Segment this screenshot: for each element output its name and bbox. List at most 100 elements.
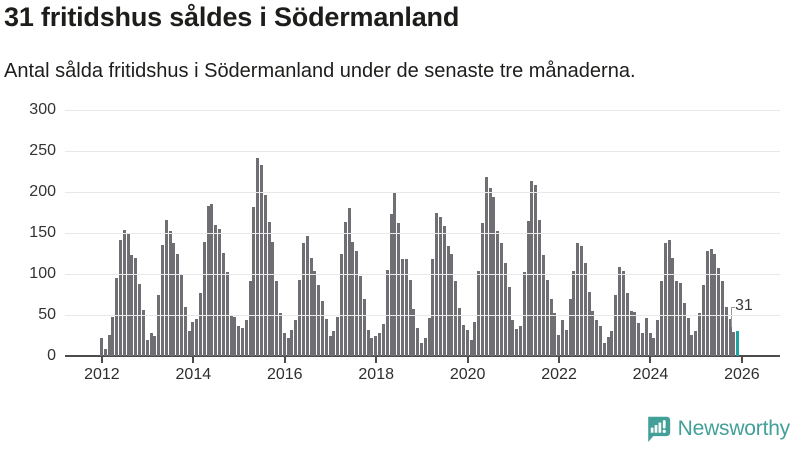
bar bbox=[279, 313, 283, 356]
x-axis-tick-label: 2026 bbox=[724, 366, 760, 383]
bar bbox=[138, 283, 142, 356]
bar bbox=[408, 279, 412, 356]
bar bbox=[374, 336, 378, 356]
bar bbox=[667, 240, 671, 356]
bar bbox=[195, 319, 199, 356]
bar bbox=[149, 333, 153, 356]
bar bbox=[214, 224, 218, 356]
bar bbox=[130, 255, 134, 356]
bar bbox=[244, 319, 248, 356]
bar bbox=[164, 219, 168, 356]
bar bbox=[694, 330, 698, 356]
bar bbox=[572, 270, 576, 356]
bar bbox=[267, 221, 271, 356]
y-axis-tick-label: 300 bbox=[29, 101, 56, 118]
bar bbox=[557, 334, 561, 356]
bar bbox=[294, 319, 298, 356]
annotation-leader-line bbox=[731, 307, 735, 308]
gridline bbox=[65, 232, 780, 234]
bar bbox=[656, 319, 660, 356]
bar bbox=[705, 251, 709, 356]
bar bbox=[416, 328, 420, 356]
bar-chart: 31 0 50 100 150 200 250 300 2012 2014 2016 2018 202… bbox=[0, 95, 800, 405]
bar bbox=[313, 270, 317, 356]
bar bbox=[637, 323, 641, 356]
bar bbox=[496, 231, 500, 356]
x-axis-tick-label: 2022 bbox=[541, 366, 577, 383]
bar bbox=[602, 342, 606, 356]
bar bbox=[431, 259, 435, 356]
x-axis-tick-label: 2012 bbox=[84, 366, 120, 383]
x-axis-tick bbox=[649, 357, 652, 363]
bar bbox=[503, 263, 507, 356]
bar bbox=[122, 229, 126, 356]
x-axis-tick bbox=[558, 357, 561, 363]
bar bbox=[549, 299, 553, 356]
newsworthy-logo-icon bbox=[647, 416, 670, 442]
bar bbox=[355, 251, 359, 356]
bar bbox=[511, 319, 515, 356]
bar bbox=[709, 249, 713, 356]
bar bbox=[446, 246, 450, 356]
bar bbox=[248, 281, 252, 356]
bar bbox=[587, 292, 591, 356]
bar bbox=[107, 334, 111, 356]
bar bbox=[286, 337, 290, 356]
bar bbox=[336, 316, 340, 356]
bar bbox=[614, 294, 618, 356]
bar bbox=[469, 339, 473, 356]
bar bbox=[713, 253, 717, 356]
bar bbox=[435, 212, 439, 356]
bar bbox=[183, 306, 187, 356]
y-axis-tick-label: 0 bbox=[47, 347, 56, 364]
bar bbox=[119, 240, 123, 356]
bar bbox=[690, 334, 694, 356]
bar bbox=[492, 196, 496, 356]
y-axis-tick-label: 50 bbox=[38, 306, 56, 323]
bar bbox=[340, 254, 343, 356]
bar bbox=[111, 316, 115, 356]
x-axis-tick bbox=[283, 357, 286, 363]
bar bbox=[347, 207, 351, 356]
bar bbox=[519, 326, 523, 356]
bar bbox=[568, 299, 572, 356]
bar bbox=[500, 242, 503, 356]
x-axis-tick bbox=[192, 357, 195, 363]
bar bbox=[679, 283, 683, 356]
bar bbox=[663, 242, 667, 356]
bar bbox=[701, 284, 705, 356]
bar bbox=[488, 187, 492, 356]
bar bbox=[389, 214, 393, 356]
bar bbox=[141, 310, 145, 356]
bar bbox=[423, 337, 427, 356]
bar bbox=[420, 342, 423, 356]
gridline bbox=[65, 273, 780, 275]
bar bbox=[400, 259, 404, 356]
bar bbox=[640, 333, 644, 356]
bar bbox=[199, 292, 203, 356]
bar bbox=[538, 219, 542, 356]
gridline bbox=[65, 150, 780, 152]
x-axis-tick bbox=[375, 357, 378, 363]
bar bbox=[301, 242, 305, 356]
bar bbox=[202, 242, 206, 356]
bar bbox=[298, 279, 302, 356]
bar bbox=[473, 322, 477, 356]
bar bbox=[187, 331, 191, 356]
bar bbox=[153, 336, 157, 356]
x-axis-tick bbox=[466, 357, 469, 363]
bar bbox=[233, 316, 237, 356]
bar bbox=[229, 315, 233, 356]
bar bbox=[652, 337, 656, 356]
bar bbox=[126, 233, 130, 356]
bar bbox=[507, 287, 511, 356]
bar bbox=[545, 279, 549, 356]
bar bbox=[461, 324, 465, 356]
bar bbox=[454, 281, 458, 356]
bar bbox=[477, 270, 481, 356]
bar bbox=[717, 268, 721, 356]
bar bbox=[633, 311, 637, 356]
x-axis-line bbox=[65, 355, 780, 357]
bar bbox=[576, 242, 580, 356]
gridline bbox=[65, 109, 780, 111]
